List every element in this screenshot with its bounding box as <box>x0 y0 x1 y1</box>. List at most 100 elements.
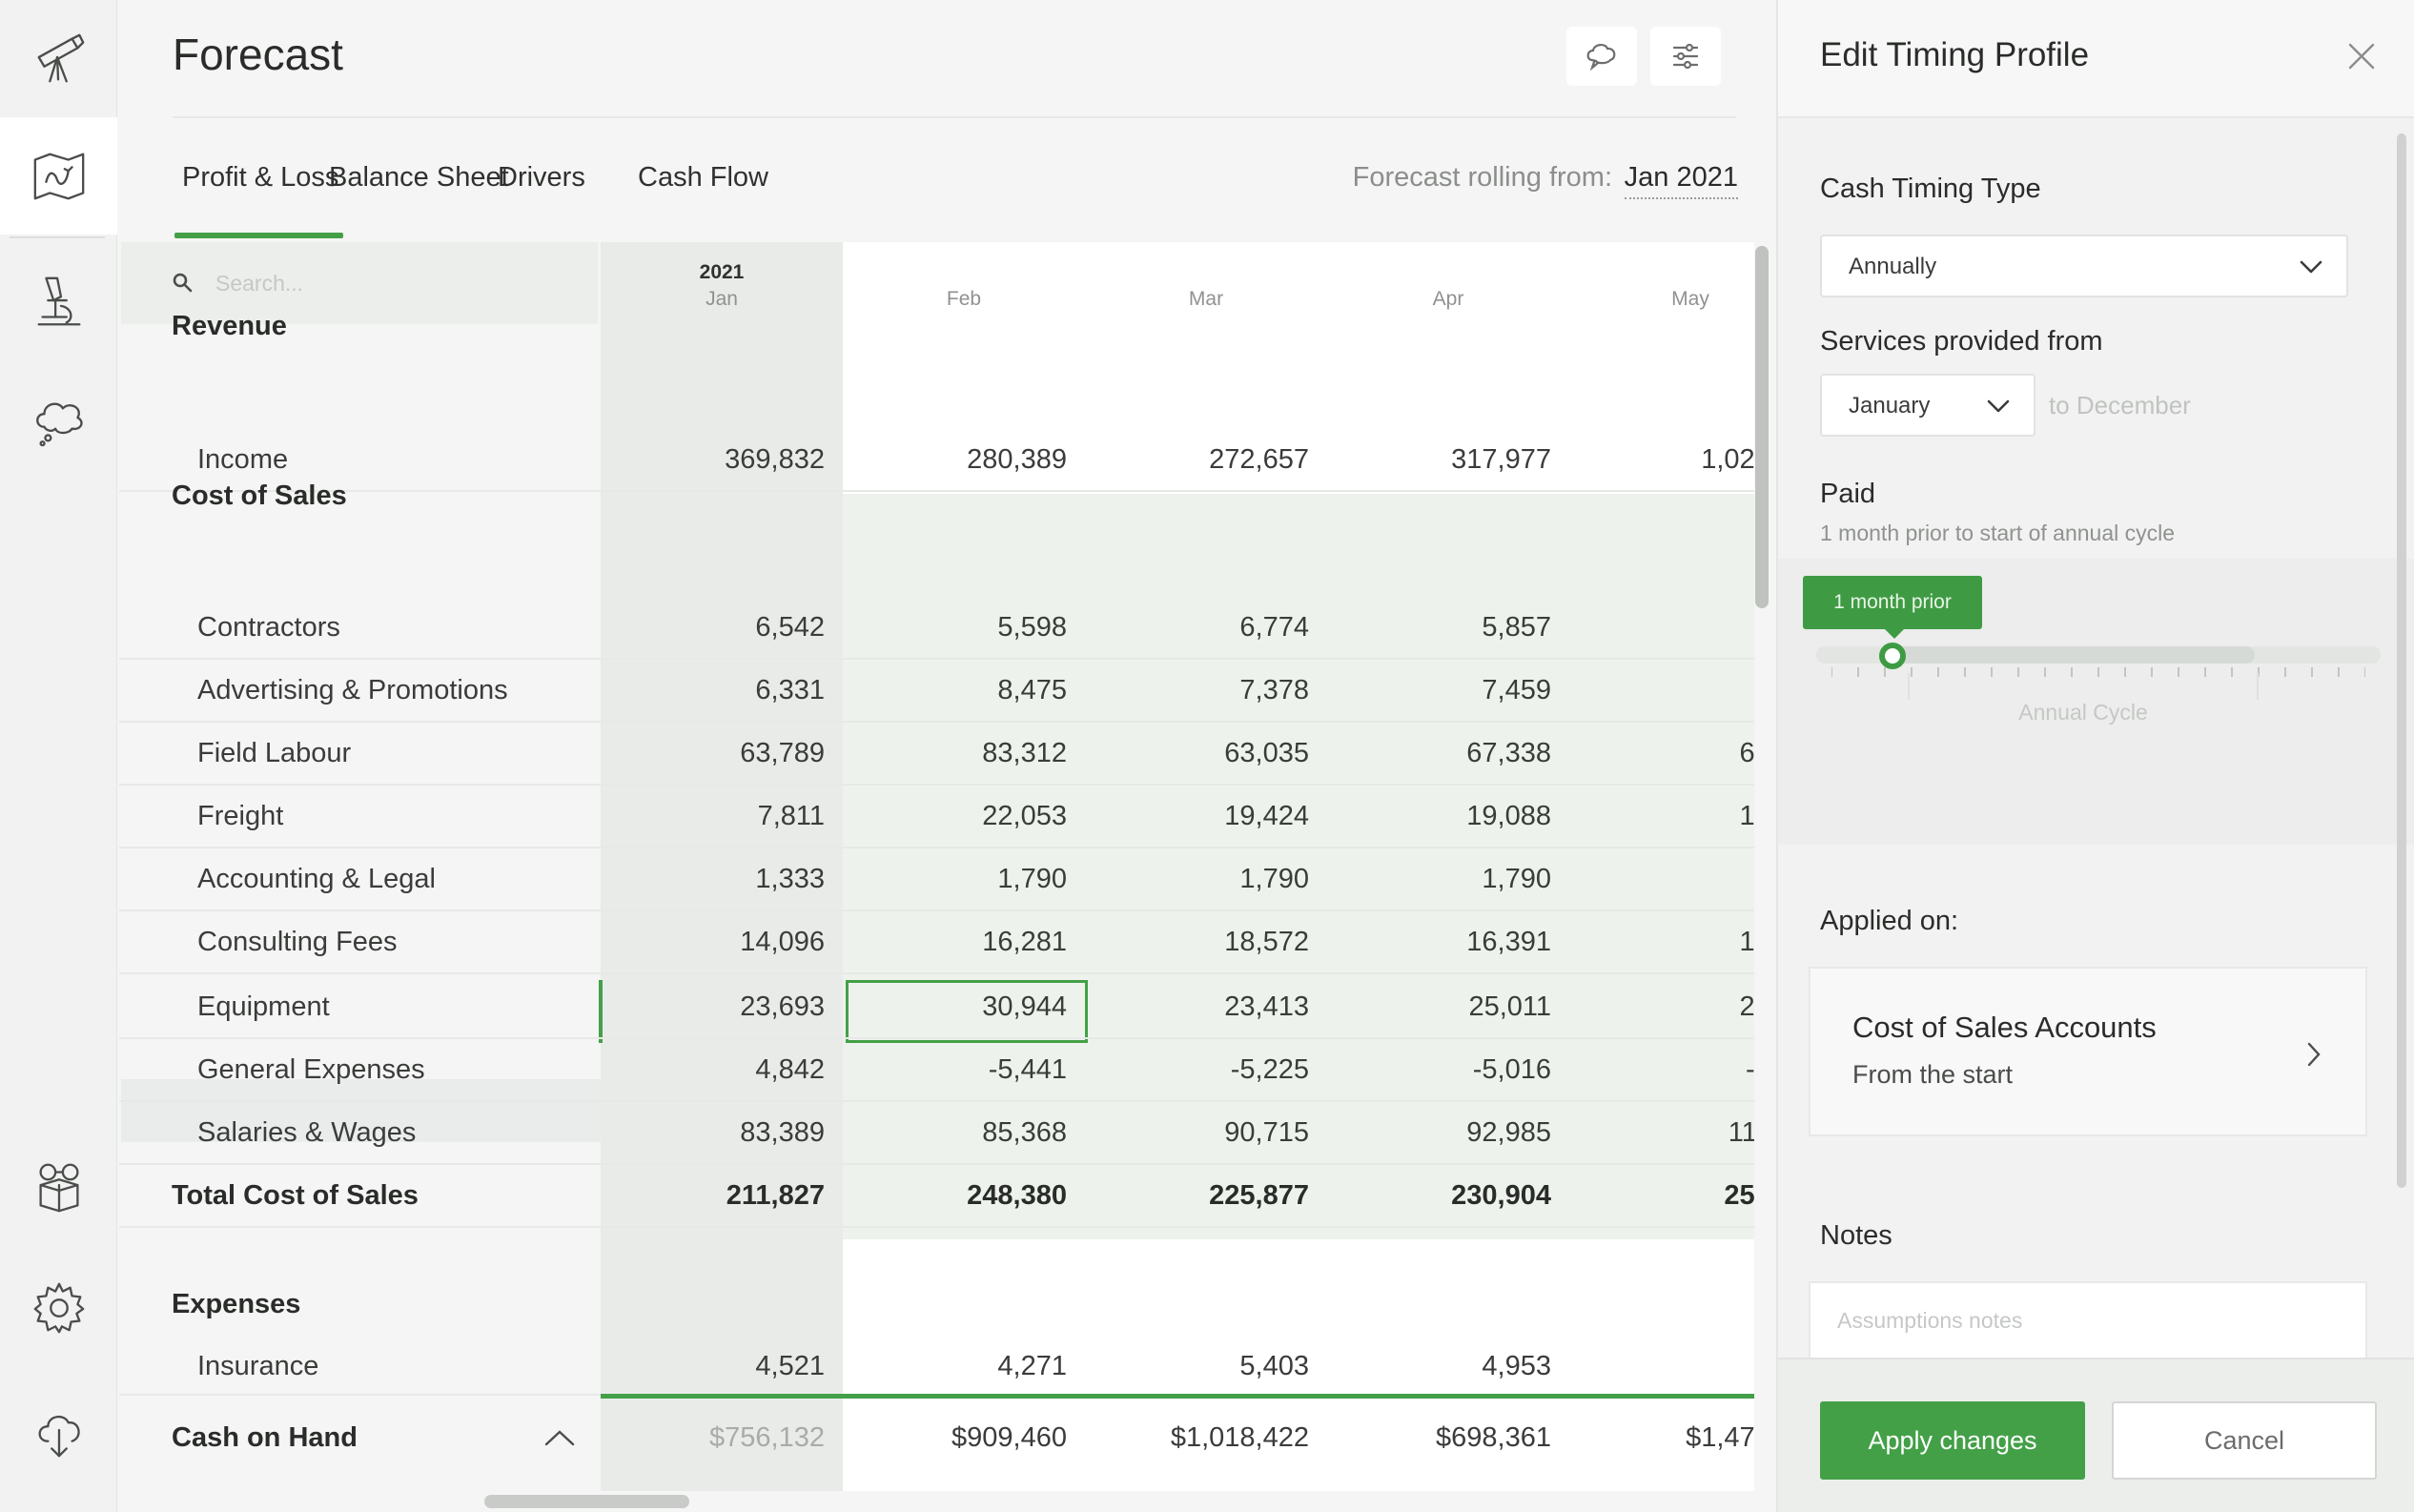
cell-value[interactable]: 280,389 <box>967 444 1067 475</box>
table-row[interactable]: Insurance 4,521 4,271 5,403 4,953 5,7 <box>119 1338 1754 1396</box>
applied-on-card[interactable]: Cost of Sales Accounts From the start <box>1809 967 2367 1136</box>
cell-value[interactable]: 22,053 <box>982 801 1067 831</box>
table-row[interactable]: Equipment 23,693 30,944 23,413 25,011 25,3 <box>119 976 1754 1039</box>
cell-value[interactable]: 1,7 <box>1569 864 1754 895</box>
cell-value[interactable]: 7,811 <box>757 801 825 831</box>
cell-value[interactable]: 18,572 <box>1224 927 1309 957</box>
table-row[interactable]: Contractors 6,542 5,598 6,774 5,857 8,7 <box>119 597 1754 660</box>
cell-value[interactable]: 5,598 <box>997 612 1067 643</box>
cell-value[interactable]: 18,3 <box>1739 801 1754 831</box>
selected-cell[interactable] <box>846 980 1088 1043</box>
grid-vertical-scrollbar[interactable] <box>1755 246 1769 608</box>
cell-value[interactable]: 6,774 <box>1239 612 1309 643</box>
cell-value[interactable]: 30,944 <box>982 991 1067 1022</box>
nav-thought-cloud[interactable] <box>0 360 117 478</box>
cell-value[interactable]: -5,225 <box>1230 1054 1309 1085</box>
cell-value[interactable]: 6,542 <box>755 612 825 643</box>
cell-value[interactable]: 5,403 <box>1239 1351 1309 1381</box>
apply-changes-button[interactable]: Apply changes <box>1820 1401 2085 1480</box>
tab-drivers[interactable]: Drivers <box>498 162 585 193</box>
nav-settings[interactable] <box>0 1249 117 1366</box>
cell-value[interactable]: 254,1 <box>1724 1180 1754 1211</box>
cell-value[interactable]: 211,827 <box>726 1180 825 1211</box>
cell-value[interactable]: 272,657 <box>1209 444 1309 475</box>
cell-value[interactable]: 248,380 <box>967 1180 1067 1211</box>
cell-value[interactable]: -4,7 <box>1746 1054 1754 1085</box>
cell-value[interactable]: 19,424 <box>1224 801 1309 831</box>
cell-value[interactable]: 8,7 <box>1569 612 1754 644</box>
cell-value[interactable]: 4,521 <box>755 1351 825 1381</box>
nav-cloud-download[interactable] <box>0 1373 117 1490</box>
cell-value[interactable]: 85,368 <box>982 1117 1067 1148</box>
cell-value[interactable]: 23,693 <box>740 991 825 1022</box>
services-from-select[interactable]: January <box>1820 374 2036 437</box>
filter-settings-button[interactable] <box>1650 27 1721 86</box>
cell-value[interactable]: 68,1 <box>1739 738 1754 768</box>
cell-value[interactable]: 19,088 <box>1466 801 1551 831</box>
cell-value[interactable]: 7,378 <box>1239 675 1309 705</box>
forecast-rolling-date[interactable]: Jan 2021 <box>1624 162 1738 199</box>
cell-value[interactable]: 63,035 <box>1224 738 1309 768</box>
table-row[interactable]: Field Labour 63,789 83,312 63,035 67,338 68,1 <box>119 723 1754 786</box>
cell-value[interactable]: 5,857 <box>1482 612 1551 643</box>
cell-value[interactable]: 14,096 <box>740 927 825 957</box>
cell-value[interactable]: 83,312 <box>982 738 1067 768</box>
cell-value[interactable]: 230,904 <box>1451 1180 1551 1211</box>
cell-value[interactable]: 4,953 <box>1482 1351 1551 1381</box>
comment-button[interactable] <box>1566 27 1637 86</box>
table-row[interactable]: Advertising & Promotions 6,331 8,475 7,378 7… <box>119 660 1754 723</box>
cell-value[interactable]: 23,413 <box>1224 991 1309 1022</box>
cell-value[interactable]: 4,842 <box>755 1054 825 1085</box>
cell-value[interactable]: 67,338 <box>1466 738 1551 768</box>
cell-value[interactable]: 8,475 <box>997 675 1067 705</box>
cell-value[interactable]: 7,1 <box>1569 675 1754 706</box>
table-row[interactable]: Freight 7,811 22,053 19,424 19,088 18,3 <box>119 786 1754 848</box>
panel-scrollbar[interactable] <box>2397 133 2406 1188</box>
table-row[interactable]: General Expenses 4,842 -5,441 -5,225 -5,016 -… <box>119 1039 1754 1102</box>
search-input[interactable]: Search... <box>215 271 304 296</box>
cell-value[interactable]: 92,985 <box>1466 1117 1551 1148</box>
cell-value[interactable]: 90,715 <box>1224 1117 1309 1148</box>
cell-value[interactable]: 1,025,5 <box>1701 444 1754 475</box>
cell-value[interactable]: 16,391 <box>1466 927 1551 957</box>
nav-map[interactable] <box>0 117 117 235</box>
cell-value[interactable]: 25,011 <box>1468 991 1551 1022</box>
cell-value[interactable]: 1,333 <box>755 864 825 894</box>
chevron-up-icon[interactable] <box>543 1428 576 1447</box>
tab-cash-flow[interactable]: Cash Flow <box>638 162 768 193</box>
cell-value[interactable]: 7,459 <box>1482 675 1551 705</box>
cell-value[interactable]: 83,389 <box>740 1117 825 1148</box>
cell-value[interactable]: 1,790 <box>1239 864 1309 894</box>
cell-value[interactable]: 111,8 <box>1728 1117 1754 1148</box>
cell-value[interactable]: 1,790 <box>997 864 1067 894</box>
cell-value[interactable]: 25,3 <box>1739 991 1754 1022</box>
cell-value[interactable]: 5,7 <box>1569 1351 1754 1382</box>
table-row[interactable]: Income 369,832 280,389 272,657 317,977 1,025,… <box>119 429 1754 492</box>
cell-value[interactable]: -5,441 <box>988 1054 1067 1085</box>
nav-glasses-box[interactable] <box>0 1128 117 1245</box>
cell-value[interactable]: 1,790 <box>1482 864 1551 894</box>
total-row[interactable]: Total Cost of Sales 211,827 248,380 225,877… <box>119 1165 1754 1228</box>
cancel-button[interactable]: Cancel <box>2112 1401 2377 1480</box>
table-row[interactable]: Accounting & Legal 1,333 1,790 1,790 1,790 1,… <box>119 848 1754 911</box>
nav-microscope[interactable] <box>0 243 117 360</box>
cell-value[interactable]: 317,977 <box>1451 444 1551 475</box>
grid-horizontal-scrollbar[interactable] <box>484 1495 689 1508</box>
close-icon[interactable] <box>2347 42 2376 71</box>
tab-profit-loss[interactable]: Profit & Loss <box>182 162 339 193</box>
table-row[interactable]: Salaries & Wages 83,389 85,368 90,715 92,985… <box>119 1102 1754 1165</box>
cell-value[interactable]: 4,271 <box>997 1351 1067 1381</box>
tab-balance-sheet[interactable]: Balance Sheet <box>329 162 509 193</box>
search-box[interactable]: Search... <box>121 242 598 324</box>
slider-handle[interactable] <box>1879 643 1906 669</box>
cell-value[interactable]: 16,281 <box>982 927 1067 957</box>
nav-telescope[interactable] <box>0 0 117 117</box>
cell-value[interactable]: 63,789 <box>740 738 825 768</box>
notes-field[interactable]: Assumptions notes <box>1809 1281 2367 1367</box>
cell-value[interactable]: 225,877 <box>1209 1180 1309 1211</box>
cash-timing-type-select[interactable]: Annually <box>1820 235 2348 297</box>
table-row[interactable]: Consulting Fees 14,096 16,281 18,572 16,391 1… <box>119 911 1754 974</box>
cell-value[interactable]: 369,832 <box>725 444 825 475</box>
cell-value[interactable]: -5,016 <box>1472 1054 1551 1085</box>
cell-value[interactable]: 17,6 <box>1739 927 1754 957</box>
